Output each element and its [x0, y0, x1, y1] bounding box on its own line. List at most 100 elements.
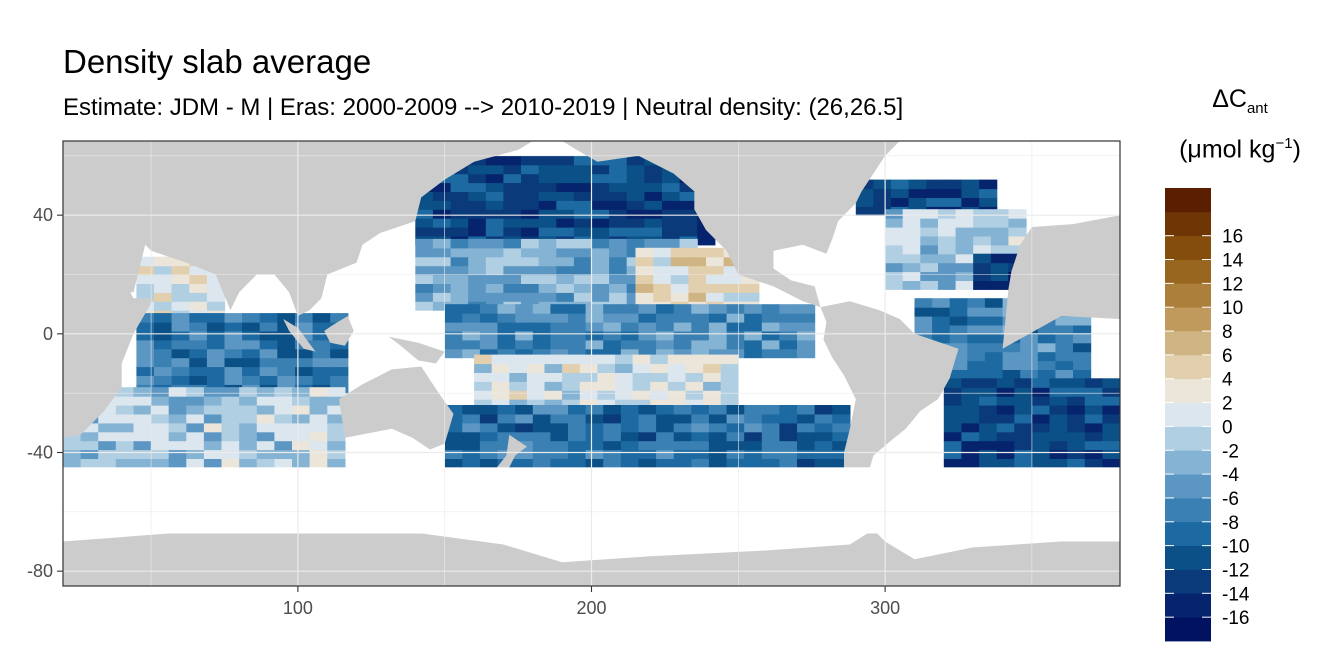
ocean-cell	[591, 247, 610, 258]
ocean-cell	[979, 431, 998, 442]
ocean-cell	[1014, 387, 1033, 397]
ocean-cell	[949, 369, 968, 379]
ocean-cell	[797, 431, 816, 442]
ocean-cell	[532, 413, 551, 424]
ocean-cell	[708, 330, 728, 341]
ocean-cell	[832, 405, 851, 415]
ocean-cell	[503, 227, 522, 237]
ocean-cell	[620, 458, 640, 468]
ocean-cell	[943, 405, 962, 415]
ocean-cell	[996, 405, 1015, 415]
ocean-cell	[151, 458, 170, 468]
ocean-cell	[136, 330, 155, 341]
ocean-cell	[503, 191, 522, 201]
ocean-cell	[761, 405, 780, 415]
ocean-cell	[526, 399, 546, 409]
ocean-cell	[990, 262, 1009, 273]
ocean-cell	[609, 155, 628, 166]
ocean-cell	[1102, 413, 1120, 424]
ocean-cell	[327, 431, 346, 442]
ocean-cell	[1084, 431, 1103, 442]
ocean-cell	[609, 218, 628, 228]
ocean-cell	[943, 396, 962, 406]
ocean-cell	[744, 449, 763, 459]
ocean-cell	[656, 348, 675, 359]
ocean-cell	[1102, 422, 1120, 433]
ocean-cell	[444, 405, 463, 415]
ocean-cell	[239, 422, 258, 433]
ocean-cell	[562, 390, 581, 400]
ocean-cell	[814, 458, 833, 468]
ocean-cell	[920, 280, 939, 290]
ocean-cell	[726, 422, 745, 433]
ocean-cell	[312, 339, 331, 350]
ocean-cell	[432, 265, 452, 276]
ocean-cell	[579, 381, 598, 391]
ocean-cell	[920, 271, 939, 281]
ocean-cell	[961, 440, 980, 451]
ocean-cell	[274, 440, 293, 451]
ocean-cell	[967, 307, 986, 317]
ocean-cell	[609, 283, 628, 293]
ocean-cell	[479, 330, 499, 341]
ocean-cell	[579, 354, 598, 365]
ocean-cell	[521, 209, 540, 219]
ocean-cell	[491, 354, 510, 365]
ocean-cell	[168, 405, 187, 415]
ocean-cell	[562, 381, 581, 391]
ocean-cell	[503, 209, 522, 219]
ocean-cell	[603, 304, 622, 314]
ocean-cell	[932, 298, 951, 308]
ocean-cell	[515, 313, 534, 323]
ocean-cell	[656, 330, 675, 341]
ocean-cell	[242, 330, 261, 341]
ocean-cell	[515, 458, 534, 468]
ocean-cell	[938, 227, 957, 237]
colorbar-swatch	[1165, 545, 1211, 570]
ocean-cell	[562, 399, 581, 409]
ocean-cell	[902, 253, 921, 264]
ocean-cell	[203, 405, 223, 415]
ocean-cell	[726, 348, 745, 359]
ocean-cell	[556, 173, 575, 184]
ocean-cell	[1049, 458, 1068, 468]
ocean-cell	[292, 413, 311, 424]
ocean-cell	[573, 247, 593, 258]
ocean-cell	[221, 413, 240, 424]
ocean-cell	[432, 301, 452, 311]
ocean-cell	[932, 333, 951, 344]
ocean-cell	[1037, 324, 1056, 335]
ocean-cell	[503, 265, 522, 276]
ocean-cell	[485, 274, 504, 284]
ocean-cell	[526, 372, 546, 382]
ocean-cell	[603, 422, 622, 433]
ocean-cell	[206, 313, 226, 323]
ocean-cell	[503, 200, 522, 210]
ocean-cell	[591, 200, 610, 210]
ocean-cell	[573, 265, 593, 276]
ocean-cell	[703, 390, 722, 400]
ocean-cell	[873, 179, 892, 190]
ocean-cell	[615, 390, 634, 400]
ocean-cell	[168, 458, 187, 468]
ocean-cell	[485, 173, 504, 184]
ocean-cell	[239, 413, 258, 424]
ocean-cell	[485, 265, 504, 276]
ocean-cell	[327, 458, 346, 468]
ocean-cell	[259, 339, 278, 350]
ocean-cell	[521, 247, 540, 258]
legend-title-symbol: ΔCant	[1212, 85, 1268, 117]
ocean-cell	[568, 405, 587, 415]
ocean-cell	[591, 274, 610, 284]
ocean-cell	[189, 348, 208, 359]
ocean-cell	[779, 431, 798, 442]
ocean-cell	[638, 458, 657, 468]
ocean-cell	[1073, 351, 1092, 362]
ocean-cell	[726, 405, 745, 415]
ocean-cell	[491, 390, 510, 400]
ocean-cell	[544, 399, 563, 409]
ocean-cell	[832, 413, 851, 424]
ocean-cell	[635, 256, 654, 267]
colorbar-swatch	[1165, 235, 1211, 260]
